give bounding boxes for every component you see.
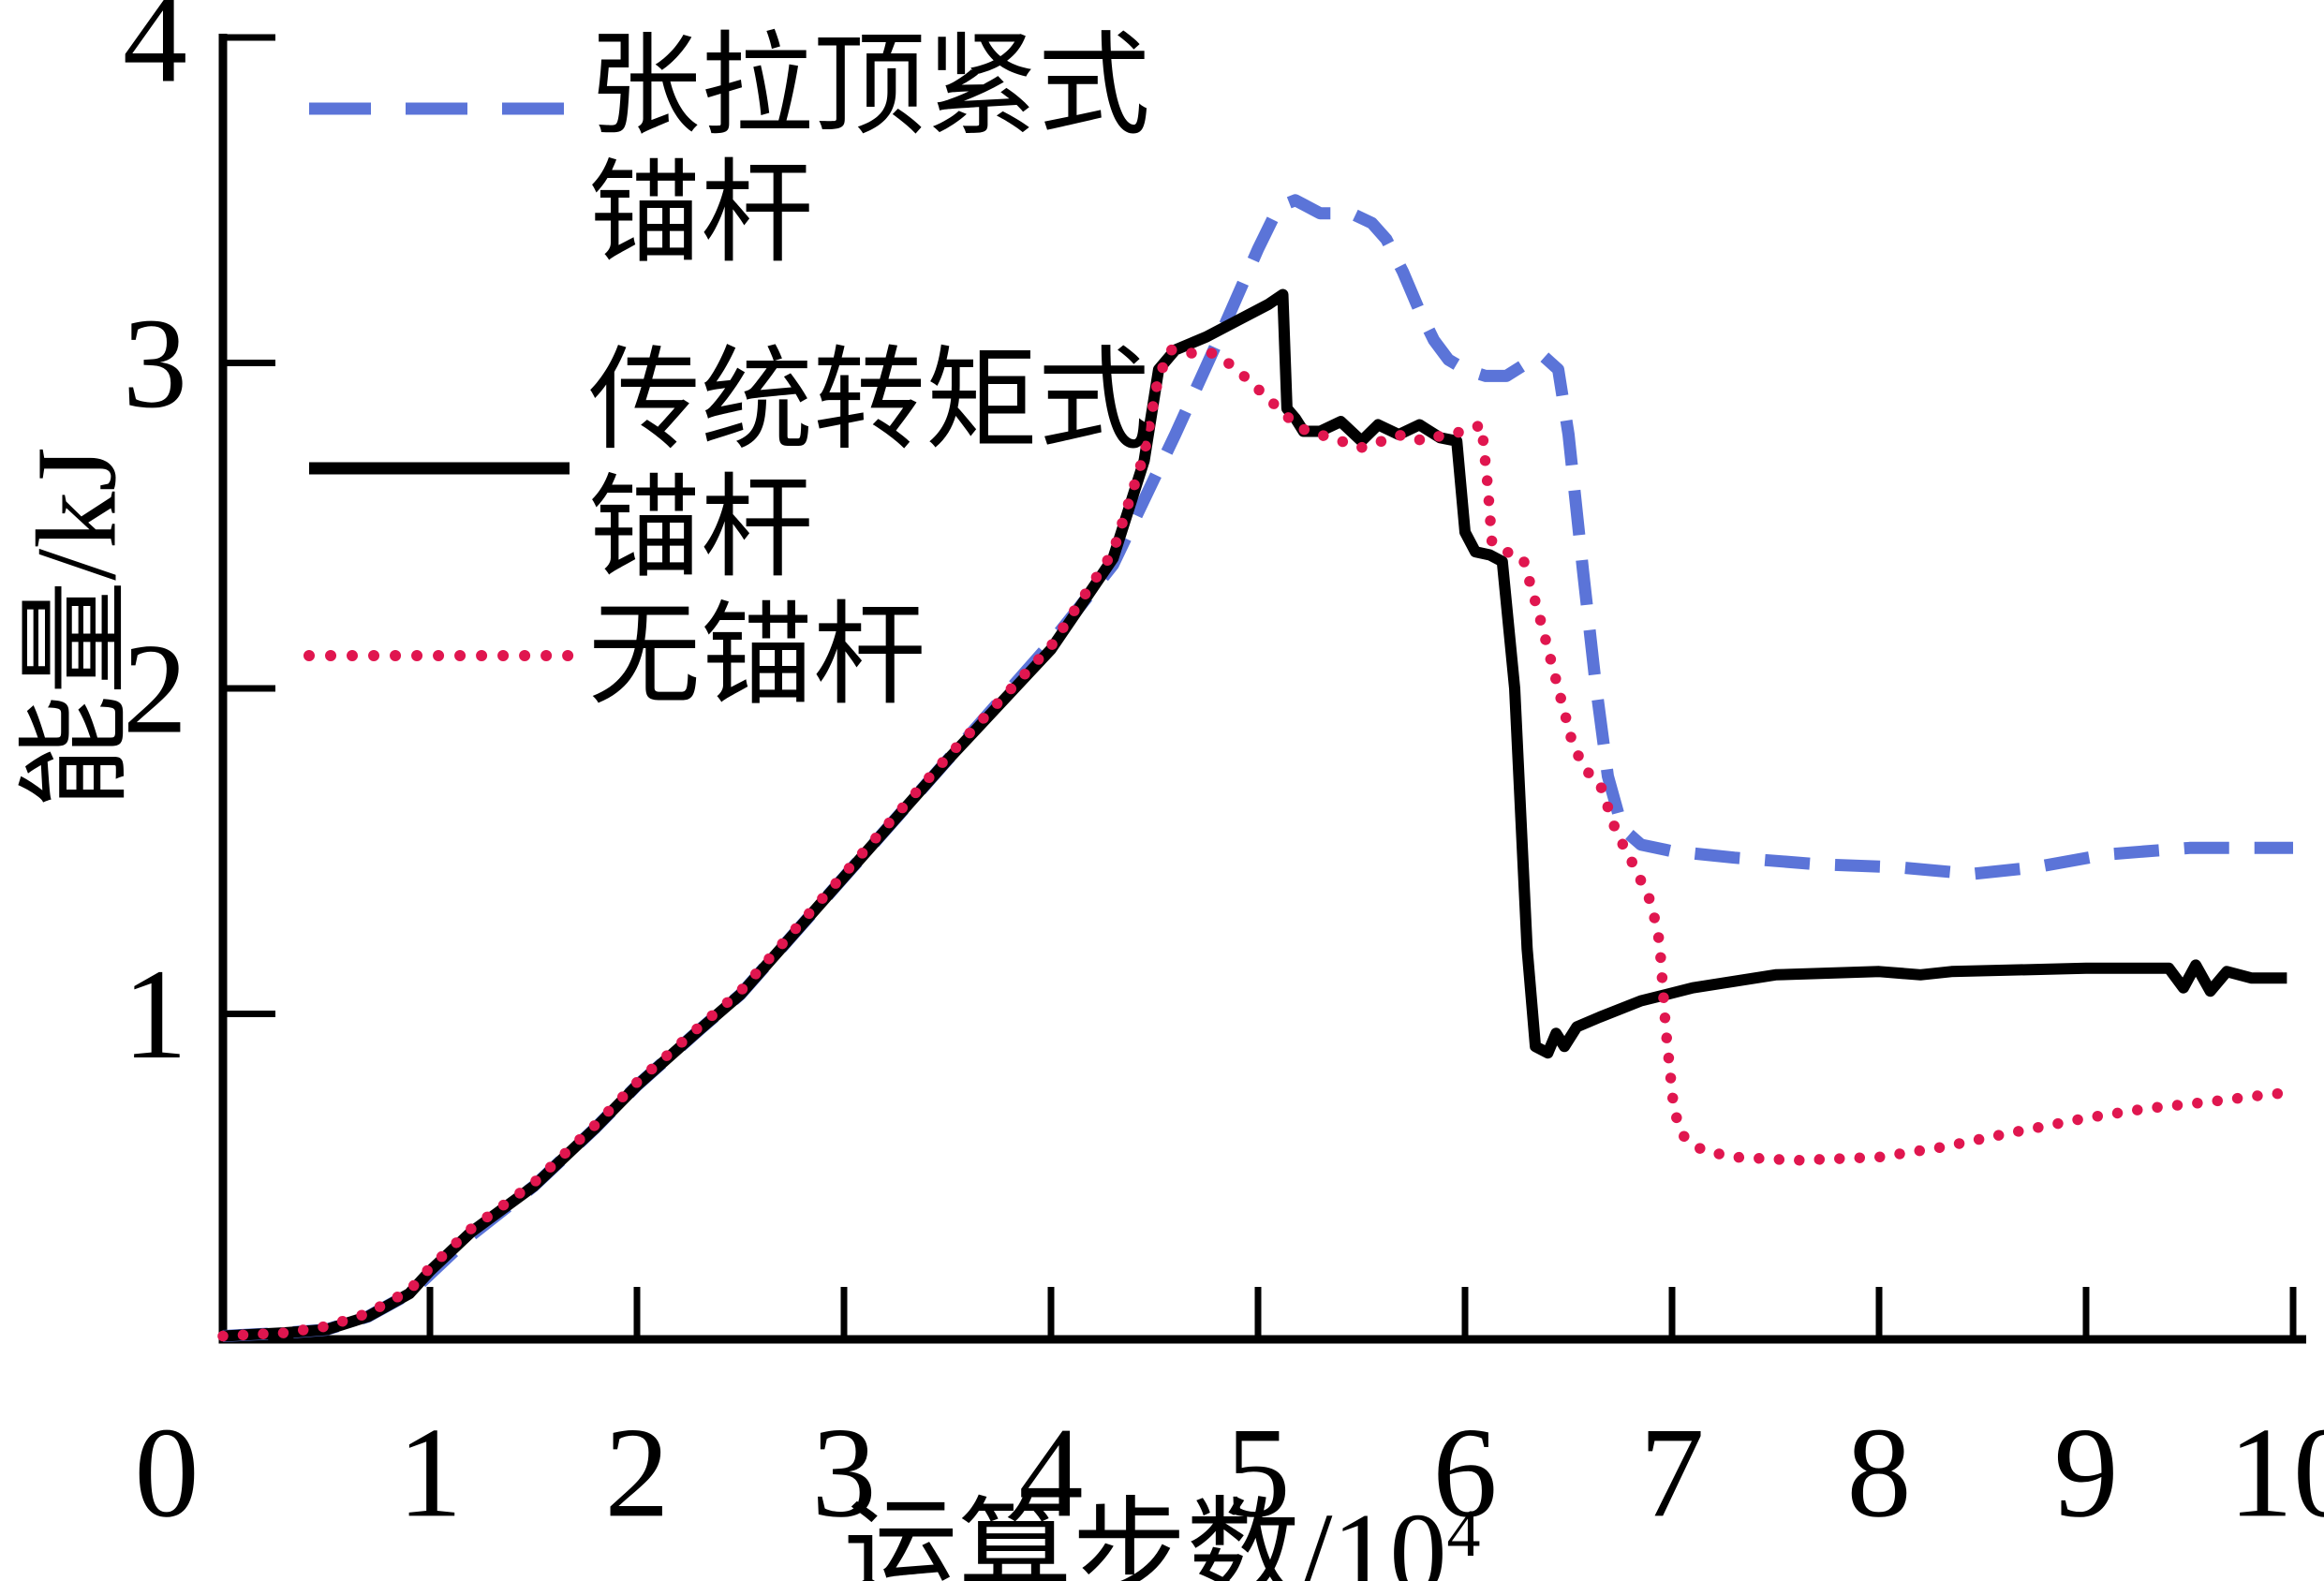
x-tick-label-9: 9 (2054, 1400, 2119, 1544)
x-axis-title: 运算步数/104 (0, 1459, 2324, 1581)
x-axis-title-exponent: 4 (1446, 1496, 1481, 1571)
y-axis-title: 能量/kJ (13, 447, 141, 809)
series-curve-1-solid (222, 288, 2287, 1342)
x-tick-label-0: 0 (135, 1400, 200, 1544)
x-tick-label-3: 3 (812, 1400, 877, 1544)
legend-label-traditional-torque-bolt-line2: 锚杆 (588, 466, 813, 591)
x-tick-label-10: 10 (2228, 1400, 2324, 1544)
x-tick-label-7: 7 (1640, 1400, 1705, 1544)
y-tick-label-4: 4 (123, 0, 187, 110)
y-tick-label-2: 2 (123, 617, 187, 761)
y-tick-label-1: 1 (123, 942, 187, 1086)
x-tick-label-5: 5 (1226, 1400, 1291, 1544)
y-tick-label-3: 3 (123, 291, 187, 435)
legend-label-tension-tightened-bolt-line1: 张拉顶紧式 (588, 24, 1150, 149)
x-tick-label-4: 4 (1019, 1400, 1084, 1544)
x-tick-label-6: 6 (1433, 1400, 1498, 1544)
x-tick-label-8: 8 (1847, 1400, 1912, 1544)
legend-label-no-bolt-line1: 无锚杆 (588, 594, 925, 718)
series-curve-0-dashed (222, 194, 2293, 1342)
x-axis-title-text: 运算步数/10 (843, 1490, 1447, 1581)
legend-label-traditional-torque-bolt-line1: 传统转矩式 (588, 339, 1150, 464)
legend-label-tension-tightened-bolt-line2: 锚杆 (588, 152, 813, 276)
series-curve-2-dotted (217, 344, 2299, 1342)
x-tick-label-2: 2 (605, 1400, 670, 1544)
x-tick-label-1: 1 (398, 1400, 463, 1544)
